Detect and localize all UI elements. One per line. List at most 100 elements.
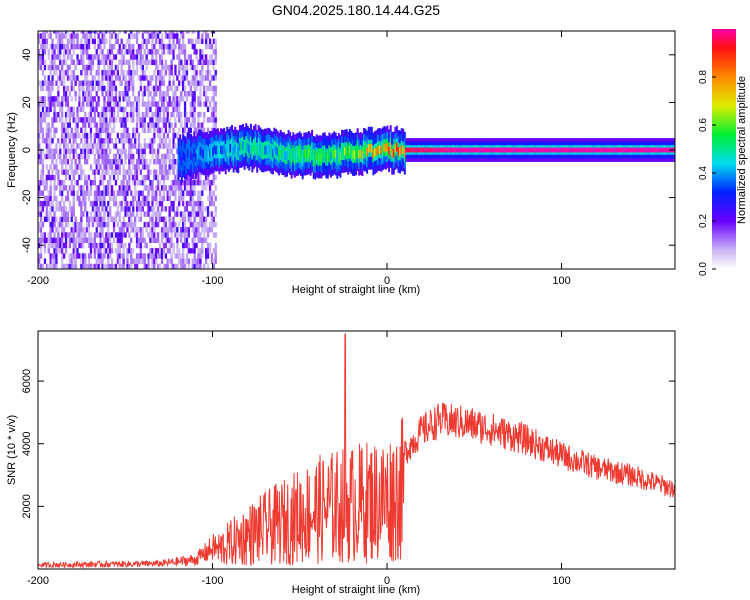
spectrogram-cell — [47, 153, 50, 160]
spectrogram-cell — [120, 49, 123, 55]
spectrogram-cell — [51, 49, 54, 55]
spectrogram-cell — [116, 38, 119, 44]
spectrogram-cell — [372, 149, 375, 159]
spectrogram-cell — [57, 33, 60, 39]
spectrogram-cell — [199, 248, 202, 254]
spectrogram-cell — [47, 200, 50, 207]
spectrogram-cell — [141, 206, 144, 212]
spectrogram-cell — [130, 106, 133, 113]
spectrogram-cell — [55, 242, 58, 249]
spectrogram-cell — [151, 101, 154, 107]
spectrogram-cell — [120, 91, 123, 97]
spectrogram-cell — [45, 31, 48, 34]
spectrogram-cell — [87, 190, 91, 196]
spectrogram-cell — [158, 216, 162, 222]
spectrogram-cell — [153, 237, 156, 243]
spectrogram-cell — [107, 96, 110, 102]
spectrogram-cell — [170, 216, 173, 222]
spectrogram-cell — [151, 148, 154, 154]
spectrogram-cell — [168, 43, 171, 50]
spectrogram-cell — [182, 75, 185, 81]
spectrogram-cell — [61, 253, 64, 259]
spectrogram-cell — [61, 70, 64, 76]
spectrogram-cell — [89, 185, 93, 191]
spectrogram-cell — [93, 253, 96, 259]
spectrogram-cell — [400, 145, 403, 154]
spectrogram-cell — [199, 190, 202, 196]
spectrogram-cell — [155, 80, 158, 86]
spectrogram-cell — [132, 85, 135, 92]
spectrogram-cell — [210, 258, 214, 264]
spectrogram-cell — [183, 59, 187, 65]
spectrogram-cell — [120, 190, 123, 196]
spectrogram-cell — [112, 159, 116, 165]
spectrogram-cell — [64, 143, 68, 149]
spectrogram-cell — [76, 227, 79, 233]
spectrogram-cell — [38, 263, 41, 269]
spectrogram-cell — [68, 106, 71, 113]
spectrogram-cell — [128, 33, 131, 39]
spectrogram-cell — [47, 49, 50, 55]
spectrogram-cell — [636, 147, 639, 153]
spectrogram-cell — [128, 38, 131, 44]
spectrogram-cell — [197, 101, 200, 107]
spectrogram-cell — [141, 96, 144, 102]
spectrogram-cell — [201, 33, 204, 39]
spectrogram-cell — [43, 138, 47, 144]
spectrogram-cell — [515, 147, 518, 153]
spectrogram-cell — [201, 38, 204, 44]
spectrogram-cell — [116, 190, 119, 196]
spectrogram-cell — [57, 75, 60, 81]
spectrogram-cell — [151, 190, 154, 196]
spectrogram-cell — [45, 200, 48, 207]
spectrogram-cell — [137, 43, 141, 50]
spectrogram-cell — [137, 216, 141, 222]
spectrogram-cell — [157, 237, 160, 243]
spectrogram-cell — [45, 43, 48, 50]
spectrogram-cell — [203, 75, 206, 81]
spectrogram-cell — [609, 147, 612, 153]
spectrogram-cell — [187, 80, 190, 86]
spectrogram-cell — [135, 101, 139, 107]
spectrogram-cell — [122, 216, 125, 222]
spectrogram-cell — [43, 153, 47, 160]
spectrogram-cell — [63, 33, 66, 39]
spectrogram-cell — [197, 206, 200, 212]
spectrogram-cell — [361, 150, 364, 160]
spectrogram-cell — [124, 148, 127, 154]
spectrogram-cell — [55, 227, 58, 233]
spectrogram-cell — [47, 169, 50, 175]
spectrogram-cell — [193, 248, 196, 254]
spectrogram-cell — [61, 64, 64, 71]
spectrogram-cell — [135, 64, 139, 71]
spectrogram-cell — [189, 195, 192, 202]
spectrogram-cell — [149, 33, 152, 39]
spectrogram-cell — [47, 248, 50, 254]
spectrogram-cell — [130, 31, 133, 34]
spectrogram-cell — [105, 164, 108, 170]
spectrogram-cell — [64, 216, 68, 222]
spectrogram-cell — [80, 31, 83, 34]
spectrogram-cell — [483, 147, 486, 153]
spectrogram-cell — [118, 80, 121, 86]
spectrogram-cell — [208, 200, 212, 207]
spectrogram-cell — [68, 263, 71, 269]
spectrogram-cell — [39, 111, 43, 118]
spectrogram-cell — [105, 153, 108, 160]
spectrogram-cell — [197, 248, 200, 254]
spectrogram-cell — [176, 54, 179, 60]
spectrogram-cell — [246, 142, 249, 152]
spectrogram-cell — [72, 43, 75, 50]
spectrogram-cell — [97, 263, 100, 269]
spectrogram-cell — [182, 49, 185, 55]
spectrogram-cell — [170, 70, 173, 76]
spectrogram-cell — [529, 147, 532, 153]
spectrogram-cell — [84, 117, 87, 123]
spectrogram-cell — [537, 147, 540, 153]
spectrogram-cell — [128, 263, 131, 269]
spectrogram-cell — [114, 164, 118, 170]
spectrogram-cell — [66, 263, 70, 269]
spectrogram-cell — [72, 185, 75, 191]
spectrogram-cell — [99, 43, 102, 50]
